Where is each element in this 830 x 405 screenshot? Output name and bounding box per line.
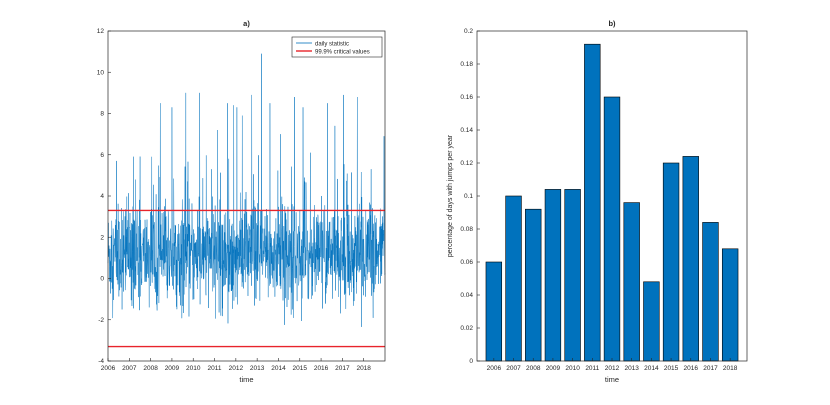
chart-a-x-tick-label: 2011 <box>208 365 222 372</box>
chart-b-y-label: percentage of days with jumps per year <box>447 134 454 257</box>
chart-a-x-tick-label: 2010 <box>186 365 201 372</box>
chart-a-critical-lines <box>108 209 385 348</box>
chart-b-y-tick-label: 0.14 <box>460 127 473 134</box>
chart-b-x-tick-label: 2006 <box>487 365 502 372</box>
chart-a-x-tick-label: 2009 <box>165 365 180 372</box>
bar-2013 <box>623 202 640 362</box>
chart-b-y-tick-label: 0.06 <box>460 259 473 266</box>
bar-2012 <box>603 96 621 362</box>
chart-b-y-tick-label: 0.02 <box>460 325 473 332</box>
chart-a-y-tick-label: 2 <box>100 234 104 241</box>
chart-b-y-axis: 0 0.02 0.04 0.06 0.08 0.1 0.12 0.14 0.16 0.18 0.2 <box>460 28 480 365</box>
chart-a-x-tick-label: 2012 <box>229 365 244 372</box>
chart-b-title: b) <box>608 19 616 28</box>
chart-b-y-tick-label: 0.2 <box>464 28 473 35</box>
chart-a-y-tick-label: -4 <box>98 358 104 365</box>
bar-2006 <box>485 261 503 362</box>
chart-a-title: a) <box>243 19 250 28</box>
chart-b-y-tick-label: 0.18 <box>460 61 473 68</box>
chart-a-x-tick-label: 2014 <box>271 365 286 372</box>
chart-a-x-tick-label: 2007 <box>122 365 137 372</box>
chart-a-x-tick-label: 2008 <box>143 365 158 372</box>
chart-b-y-tick-label: 0.16 <box>460 94 473 101</box>
daily-statistic-series <box>107 53 386 327</box>
chart-a-y-tick-label: 0 <box>100 276 104 283</box>
bar-2017 <box>702 222 719 362</box>
chart-b: 00.020.040.060.080.10.120.140.160.180.2 … <box>447 19 748 384</box>
chart-a-x-tick-label: 2013 <box>250 365 265 372</box>
chart-b-x-tick-label: 2008 <box>526 365 541 372</box>
bar-2018 <box>721 248 739 362</box>
chart-a-legend: daily statistic 99.9% critical values <box>291 36 383 58</box>
bar-2007 <box>505 195 522 362</box>
chart-b-x-tick-label: 2013 <box>624 365 639 372</box>
chart-a-x-tick-label: 2018 <box>356 365 371 372</box>
chart-a-x-axis: 2006 2007 2008 2009 2010 2011 2012 2013 2014 2015… <box>101 358 371 372</box>
legend-label-critical-values: 99.9% critical values <box>315 50 370 56</box>
bar-2014 <box>643 281 660 362</box>
chart-a-x-tick-label: 2016 <box>314 365 329 372</box>
chart-b-x-tick-label: 2007 <box>506 365 521 372</box>
bar-2009 <box>544 189 562 362</box>
chart-b-x-tick-label: 2018 <box>723 365 738 372</box>
chart-a-x-tick-label: 2015 <box>293 365 308 372</box>
chart-b-y-tick-label: 0.08 <box>460 226 473 233</box>
chart-a-y-tick-label: 6 <box>100 152 104 159</box>
chart-a-y-tick-label: 8 <box>100 111 104 118</box>
chart-b-y-tick-label: 0.1 <box>464 193 473 200</box>
legend-label-daily-statistic: daily statistic <box>315 42 349 48</box>
chart-b-x-label: time <box>605 375 619 384</box>
chart-a-x-label: time <box>239 375 253 384</box>
chart-b-x-tick-label: 2014 <box>644 365 659 372</box>
chart-b-x-axis: 2006 2007 2008 2009 2010 2011 2012 2013 2014 2015… <box>487 358 738 372</box>
chart-a-y-tick-label: 10 <box>97 69 105 76</box>
chart-a-x-tick-label: 2006 <box>101 365 116 372</box>
chart-a-plot-area <box>108 31 385 361</box>
bar-2008 <box>525 208 542 362</box>
chart-b-x-tick-label: 2010 <box>565 365 580 372</box>
chart-a-y-axis: -4 -2 0 2 4 6 8 10 12 <box>97 28 111 365</box>
bar-2011 <box>584 43 601 362</box>
chart-a-y-tick-label: -2 <box>98 317 104 324</box>
chart-b-x-tick-label: 2016 <box>684 365 699 372</box>
bar-2016 <box>682 156 699 362</box>
chart-b-y-tick-label: 0.12 <box>460 160 473 167</box>
chart-a-daily-statistic-line <box>107 53 386 327</box>
chart-a-y-tick-label: 4 <box>100 193 104 200</box>
chart-b-x-tick-label: 2011 <box>585 365 599 372</box>
chart-b-x-tick-label: 2015 <box>664 365 679 372</box>
legend-box <box>291 36 383 58</box>
chart-b-x-tick-label: 2017 <box>703 365 718 372</box>
chart-b-x-tick-label: 2009 <box>546 365 561 372</box>
chart-b-x-tick-label: 2012 <box>605 365 620 372</box>
bar-2015 <box>662 162 680 362</box>
bar-2010 <box>564 189 581 362</box>
chart-a-y-tick-label: 12 <box>97 28 105 35</box>
chart-b-y-tick-label: 0 <box>469 358 473 365</box>
chart-a-x-tick-label: 2017 <box>335 365 350 372</box>
chart-b-y-tick-label: 0.04 <box>460 292 473 299</box>
